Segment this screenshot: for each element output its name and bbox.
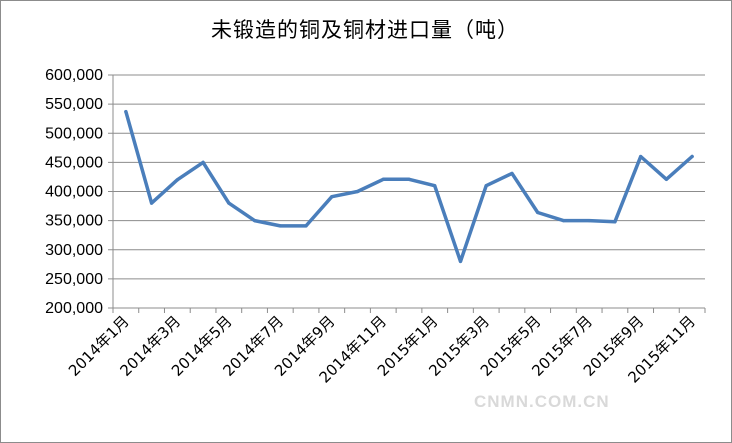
y-tick-label: 250,000: [45, 271, 103, 288]
data-point: [690, 154, 694, 159]
data-point: [664, 177, 668, 181]
data-point: [304, 224, 308, 228]
data-point: [510, 171, 514, 176]
y-tick-label: 350,000: [45, 213, 103, 230]
y-tick-label: 500,000: [45, 125, 103, 142]
gridlines: [113, 74, 705, 280]
y-axis-ticks: 200,000 250,000 300,000 350,000 400,000 450,0…: [45, 67, 103, 317]
y-tick-label: 300,000: [45, 242, 103, 259]
data-point: [433, 184, 437, 188]
data-point: [458, 259, 463, 263]
y-tick-label: 450,000: [45, 154, 103, 171]
y-tick-label: 400,000: [45, 184, 103, 201]
data-point: [613, 220, 617, 224]
data-point: [330, 195, 334, 199]
data-point: [201, 160, 205, 164]
data-point: [484, 184, 488, 188]
x-axis-ticks: 2014年1月2014年3月2014年5月2014年7月2014年9月2014年…: [65, 312, 699, 386]
data-point: [227, 201, 231, 205]
data-point: [150, 201, 154, 205]
data-point: [278, 224, 282, 228]
y-tick-label: 550,000: [45, 96, 103, 113]
y-tick-label: 600,000: [45, 67, 103, 84]
data-point: [407, 177, 411, 181]
data-point: [381, 177, 385, 181]
series-layer: [124, 109, 694, 264]
data-point: [536, 210, 540, 215]
axes: [108, 74, 706, 313]
data-point: [124, 110, 128, 114]
series-line: [124, 109, 694, 264]
data-point: [175, 178, 179, 182]
watermark: CNMN.COM.CN: [474, 392, 610, 411]
data-point: [587, 219, 591, 223]
y-tick-label: 200,000: [45, 300, 103, 317]
data-point: [639, 154, 643, 159]
data-point: [561, 219, 566, 223]
data-point: [355, 189, 360, 194]
data-point: [252, 219, 257, 223]
chart-title: 未锻造的铜及铜材进口量（吨）: [211, 18, 519, 42]
